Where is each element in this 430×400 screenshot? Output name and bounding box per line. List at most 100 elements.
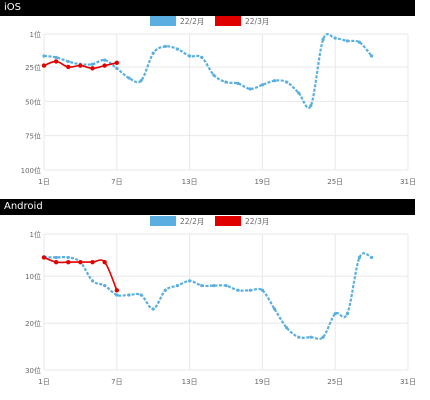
android-y-tick-label: 30位 <box>25 366 41 375</box>
android-data-point-mar[interactable] <box>102 259 107 265</box>
android-x-tick-label: 31日 <box>400 378 416 386</box>
android-data-point-feb[interactable] <box>285 326 289 330</box>
android-legend-label-feb[interactable]: 22/2月 <box>180 217 204 226</box>
android-data-point-feb[interactable] <box>212 283 216 288</box>
android-legend-swatch-mar[interactable] <box>215 216 241 226</box>
ios-data-point-mar[interactable] <box>66 64 71 70</box>
android-x-tick-label: 25日 <box>327 378 343 386</box>
android-data-point-mar[interactable] <box>66 259 71 265</box>
ios-data-point-feb[interactable] <box>370 54 374 58</box>
android-data-point-feb[interactable] <box>175 283 180 288</box>
ios-data-point-mar[interactable] <box>53 59 59 64</box>
ios-series-line-feb <box>43 33 373 109</box>
ios-data-point-feb[interactable] <box>236 81 240 86</box>
ios-x-tick-label: 19日 <box>254 178 270 186</box>
android-data-point-feb[interactable] <box>103 283 107 288</box>
android-data-point-feb[interactable] <box>66 255 70 260</box>
ios-legend-swatch-feb[interactable] <box>150 16 176 26</box>
android-data-point-feb[interactable] <box>297 335 301 339</box>
ios-data-point-feb[interactable] <box>321 37 325 42</box>
ios-x-tick-label: 7日 <box>111 178 122 186</box>
ios-data-point-feb[interactable] <box>103 58 107 62</box>
android-data-point-feb[interactable] <box>333 312 337 316</box>
ios-legend-label-feb[interactable]: 22/2月 <box>180 17 204 26</box>
android-data-point-feb[interactable] <box>236 288 240 292</box>
ios-data-point-feb[interactable] <box>285 80 289 84</box>
ios-data-point-feb[interactable] <box>333 36 337 40</box>
ios-data-point-feb[interactable] <box>139 79 143 83</box>
ios-x-tick-label: 25日 <box>327 178 343 186</box>
android-data-point-feb[interactable] <box>224 283 228 288</box>
ios-data-point-feb[interactable] <box>248 87 252 91</box>
android-data-point-feb[interactable] <box>321 335 325 339</box>
android-data-point-mar[interactable] <box>78 259 83 265</box>
android-data-point-feb[interactable] <box>163 288 167 292</box>
ios-x-tick-label: 13日 <box>182 178 198 186</box>
ios-data-point-mar[interactable] <box>78 63 83 68</box>
ios-data-point-feb[interactable] <box>66 59 70 64</box>
ios-data-point-feb[interactable] <box>224 80 228 84</box>
ios-data-point-feb[interactable] <box>200 55 204 59</box>
android-data-point-feb[interactable] <box>248 288 252 292</box>
ios-data-point-feb[interactable] <box>272 79 277 83</box>
ios-section-title: iOS <box>4 2 21 13</box>
android-x-tick-label: 1日 <box>38 378 49 386</box>
android-data-point-feb[interactable] <box>115 293 119 297</box>
ios-data-point-feb[interactable] <box>151 51 155 55</box>
android-data-point-feb[interactable] <box>260 288 264 292</box>
ios-y-tick-label: 25位 <box>25 63 41 72</box>
android-y-tick-label: 1位 <box>30 230 41 239</box>
android-data-point-feb[interactable] <box>357 255 362 260</box>
ios-data-point-feb[interactable] <box>309 103 313 108</box>
ios-data-point-feb[interactable] <box>115 66 119 70</box>
ios-legend-swatch-mar[interactable] <box>215 16 241 26</box>
ios-x-tick-label: 1日 <box>38 178 49 186</box>
ios-data-point-feb[interactable] <box>42 54 46 58</box>
ios-section-header: iOS <box>0 0 415 16</box>
ios-data-point-feb[interactable] <box>297 91 301 95</box>
android-data-point-feb[interactable] <box>200 283 204 288</box>
ios-y-tick-label: 100位 <box>21 166 41 175</box>
android-data-point-feb[interactable] <box>309 335 313 339</box>
android-y-tick-label: 20位 <box>25 319 41 328</box>
android-data-point-feb[interactable] <box>370 255 374 260</box>
android-data-point-mar[interactable] <box>90 259 95 265</box>
ios-data-point-mar[interactable] <box>41 63 47 68</box>
ios-y-tick-label: 75位 <box>25 132 41 141</box>
ios-data-point-mar[interactable] <box>90 66 95 71</box>
android-data-point-feb[interactable] <box>188 279 192 283</box>
android-data-point-feb[interactable] <box>272 307 277 311</box>
android-section-title: Android <box>4 201 43 212</box>
ios-y-tick-label: 1位 <box>30 30 41 39</box>
android-x-tick-label: 7日 <box>111 378 122 386</box>
android-data-point-feb[interactable] <box>90 279 95 283</box>
ios-data-point-feb[interactable] <box>175 47 180 51</box>
ios-data-point-feb[interactable] <box>212 73 216 77</box>
ios-data-point-mar[interactable] <box>102 63 107 68</box>
android-x-tick-label: 19日 <box>254 378 270 386</box>
ios-data-point-mar[interactable] <box>114 60 120 66</box>
android-data-point-mar[interactable] <box>41 255 47 260</box>
android-data-point-mar[interactable] <box>53 259 59 265</box>
android-x-tick-label: 13日 <box>182 378 198 386</box>
android-legend-swatch-feb[interactable] <box>150 216 176 226</box>
android-data-point-feb[interactable] <box>127 293 131 297</box>
ios-data-point-feb[interactable] <box>90 62 95 66</box>
android-data-point-mar[interactable] <box>114 288 120 293</box>
ios-data-point-feb[interactable] <box>54 55 58 59</box>
android-y-tick-label: 10位 <box>25 272 41 281</box>
android-data-point-feb[interactable] <box>139 293 143 297</box>
android-data-point-feb[interactable] <box>345 312 349 316</box>
ios-legend-label-mar[interactable]: 22/3月 <box>245 17 269 26</box>
ios-data-point-feb[interactable] <box>357 40 362 44</box>
ios-data-point-feb[interactable] <box>188 54 192 58</box>
ios-data-point-feb[interactable] <box>260 83 264 87</box>
ios-data-point-feb[interactable] <box>127 76 131 80</box>
ios-data-point-feb[interactable] <box>345 39 349 43</box>
ios-y-tick-label: 50位 <box>25 97 41 106</box>
android-data-point-feb[interactable] <box>151 307 155 311</box>
android-ranking-chart: 1位 10位 20位 30位 1日 7日 13日 19日 25日 31日 22/2月 22/3月 <box>25 216 416 386</box>
android-legend-label-mar[interactable]: 22/3月 <box>245 217 269 226</box>
android-data-point-feb[interactable] <box>54 255 58 260</box>
ios-data-point-feb[interactable] <box>163 44 167 48</box>
